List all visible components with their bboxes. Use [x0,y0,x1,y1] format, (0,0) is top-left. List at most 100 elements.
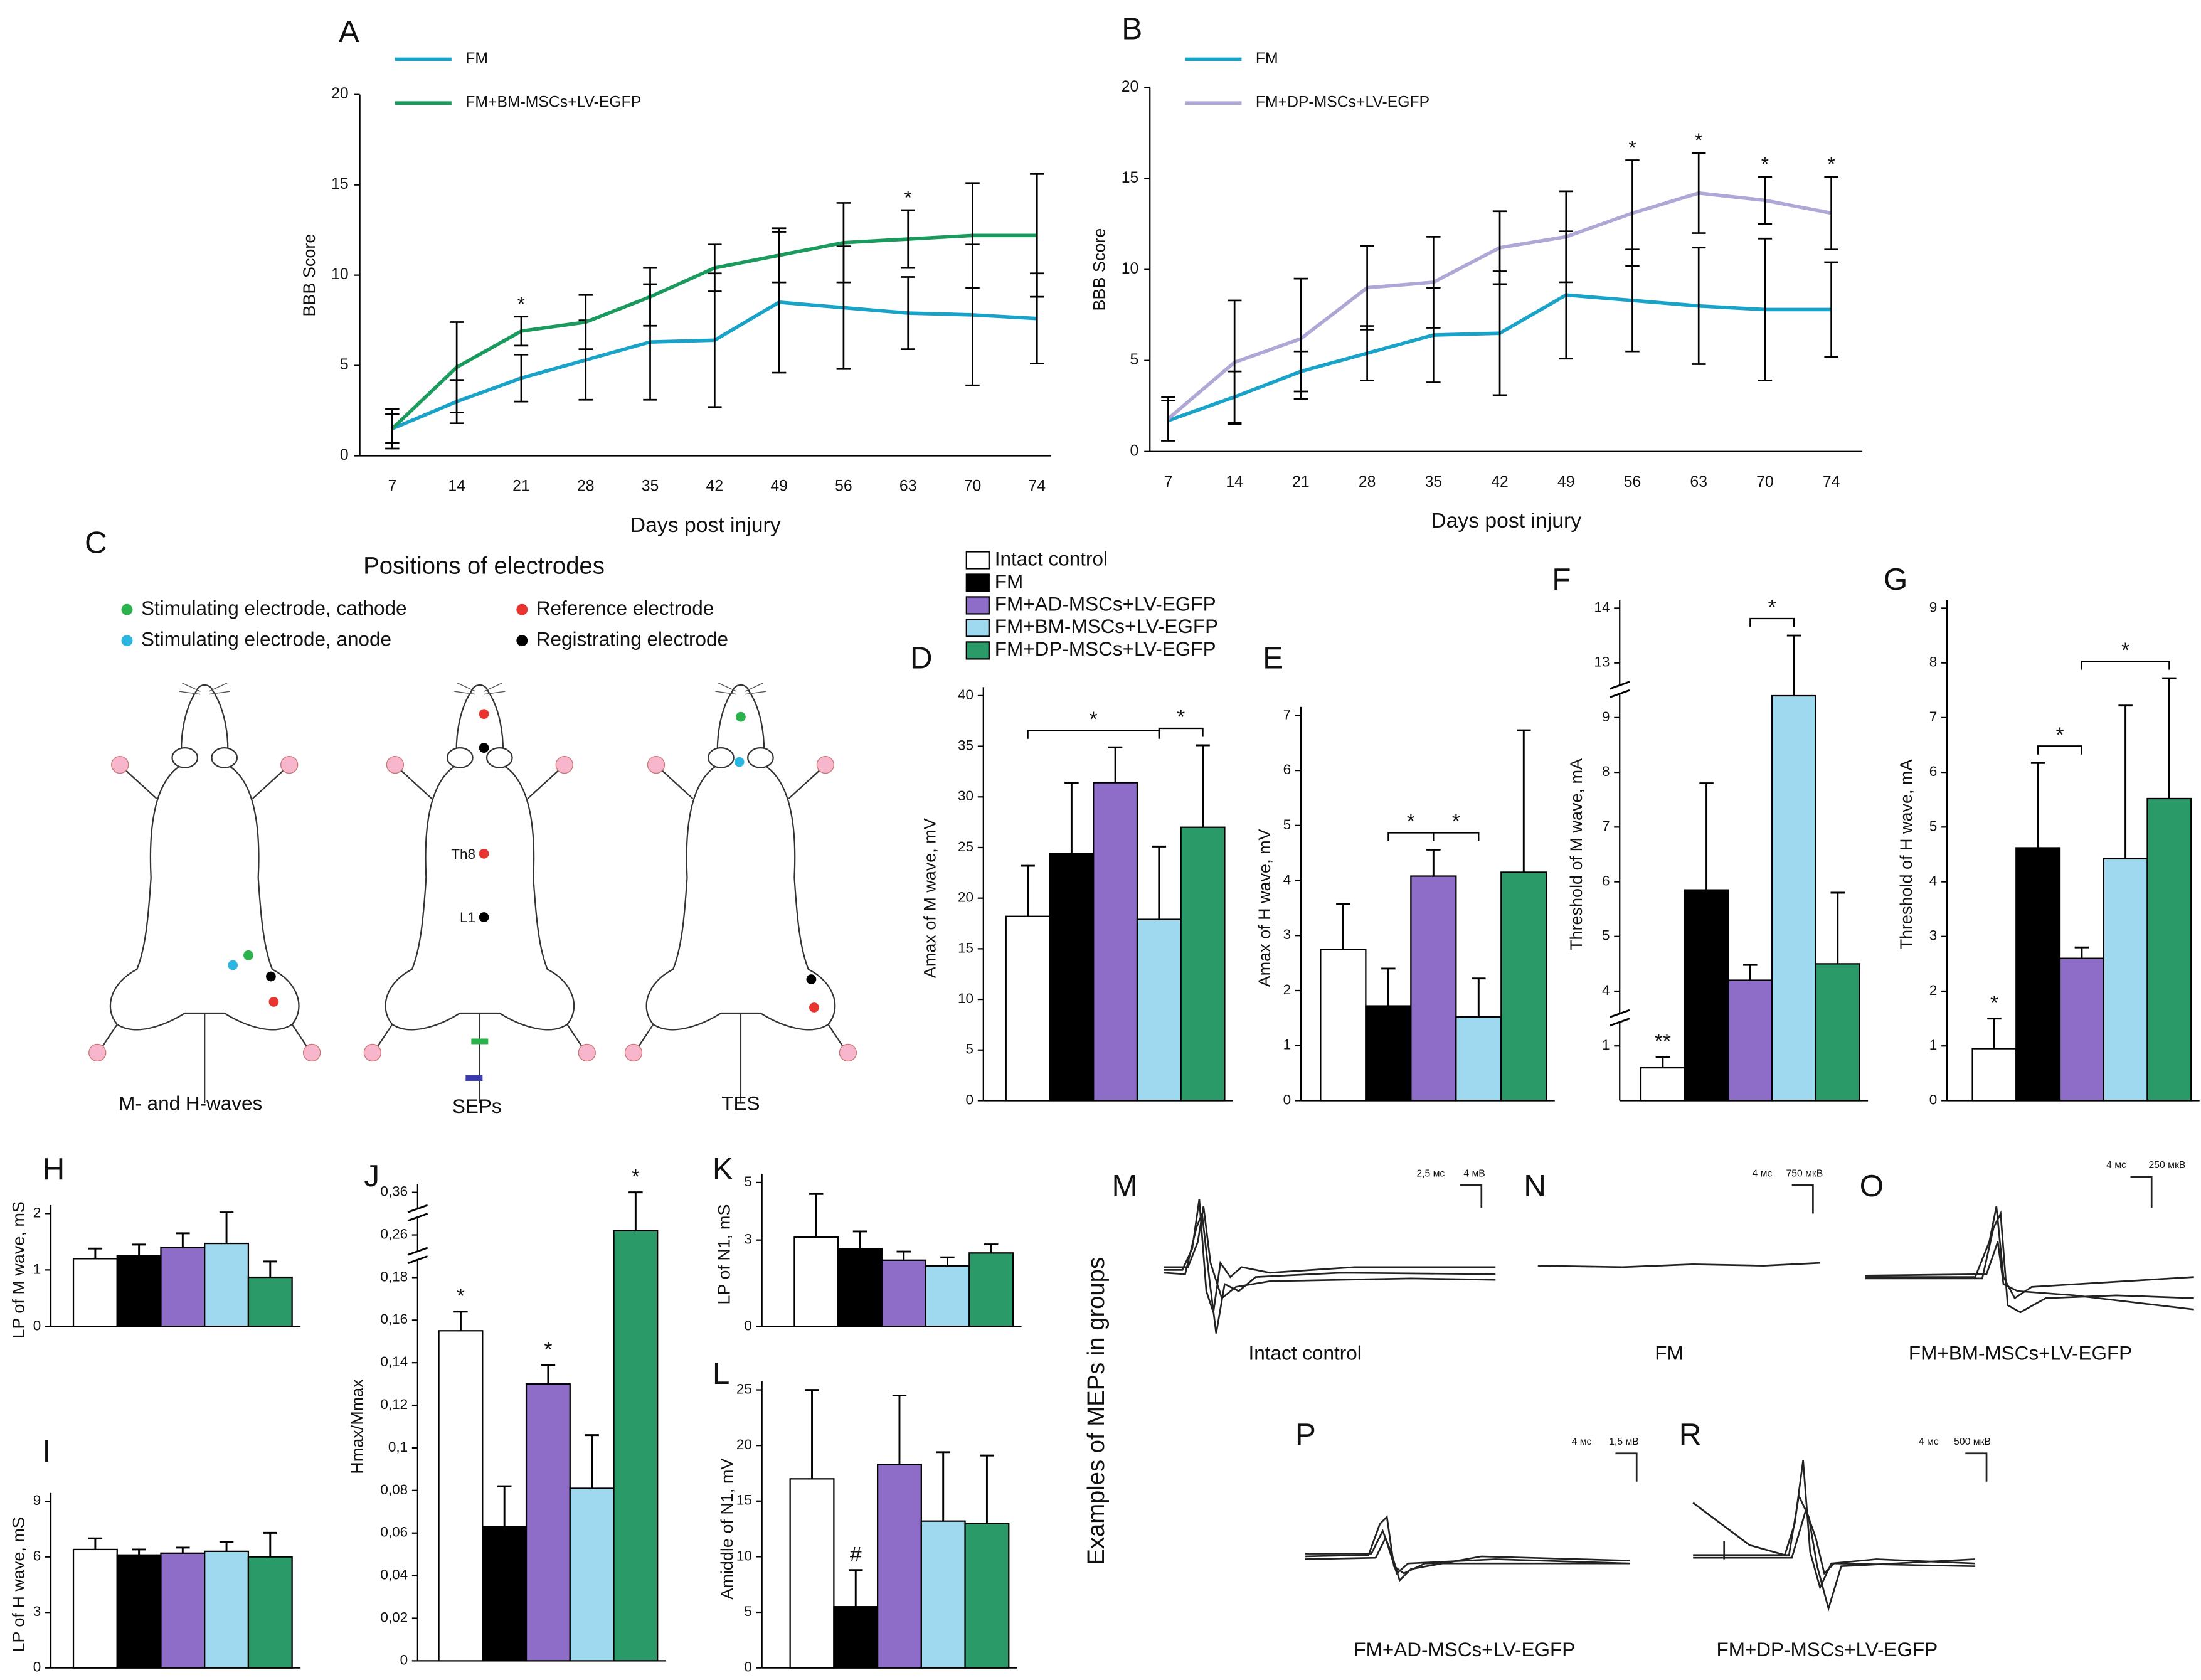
bar [2146,797,2192,1102]
x-axis-label: Days post injury [1431,509,1581,533]
scale-text: 250 мкВ [2149,1160,2186,1171]
electrode [266,971,276,982]
bracket [2081,660,2170,670]
legend-label: FM [1256,50,1278,67]
legend-label: FM [465,50,488,67]
bar-label: * [1990,991,1998,1015]
y-tick-label: 0,1 [388,1439,408,1455]
bracket-label: * [1452,810,1460,834]
y-axis-label: LP of M wave, mS [9,1201,28,1338]
rat [88,682,321,1105]
y-tick-label: 1 [1602,1037,1610,1053]
bracket-label: * [1177,705,1185,729]
error-bar [1625,159,1640,267]
error-bar [1227,299,1242,425]
error-bar [1293,277,1308,400]
bar [1455,1016,1502,1102]
bar [438,1330,484,1662]
electrode [471,1038,489,1045]
y-axis-label: BBB Score [1090,228,1109,311]
y-axis-label: BBB Score [300,234,319,317]
bar [881,1259,926,1327]
y-tick-label: 5 [1130,351,1138,368]
y-tick-label: 0,36 [380,1184,408,1199]
mep-caption: FM+BM-MSCs+LV-EGFP [1909,1342,2132,1364]
legend-dot [121,603,133,615]
error-bar [1360,245,1374,331]
y-tick-label: 5 [966,1041,974,1057]
scale-text: 4 мс [1753,1169,1773,1179]
star-label: * [1761,152,1769,175]
x-tick-label: 21 [1292,474,1310,491]
panel-letter: P [1295,1417,1316,1452]
bracket-label: * [1768,595,1776,619]
y-tick-label: 4 [1602,982,1610,998]
legend-text: Stimulating electrode, anode [141,627,391,650]
y-tick-label: 0,08 [380,1482,408,1497]
y-tick-label: 1 [1283,1037,1291,1053]
error-bar [385,408,400,450]
scale-bar [1460,1184,1483,1208]
legend-dot [516,603,528,615]
bracket-label: * [1090,707,1098,731]
y-tick-label: 0,26 [380,1226,408,1241]
y-axis-label: Amiddle of N1, mV [718,1459,736,1600]
bracket [1749,617,1795,627]
y-tick-label: 14 [1594,599,1610,615]
x-tick-label: 35 [642,478,659,495]
scale-bar [1791,1184,1814,1214]
y-tick-label: 0 [966,1092,974,1107]
x-tick-label: 56 [835,478,852,495]
y-tick-label: 5 [1602,928,1610,944]
error-bar [1824,176,1838,251]
bar-label: ** [1655,1029,1671,1053]
panel-letter: C [85,525,107,560]
bracket-label: * [1407,810,1415,834]
panel-letter: F [1552,562,1571,597]
panel-letter: K [713,1152,733,1186]
scale-text: 4 мс [1572,1437,1592,1447]
y-tick-label: 4 [1929,873,1938,888]
y-tick-label: 15 [1122,169,1139,186]
y-tick-label: 15 [736,1492,752,1508]
x-tick-label: 21 [512,478,530,495]
y-tick-label: 0 [744,1659,752,1675]
x-tick-label: 28 [1359,474,1376,491]
star-label: * [1827,152,1835,175]
x-tick-label: 14 [1226,474,1243,491]
error-bar [1758,237,1773,381]
legend-label: FM+AD-MSCs+LV-EGFP [995,592,1216,615]
bar-label: * [544,1337,552,1361]
y-tick-label: 0 [33,1317,41,1333]
error-bar [514,353,529,403]
y-tick-label: 3 [744,1231,752,1247]
y-tick-label: 0 [744,1317,752,1333]
y-tick-label: 8 [1602,763,1610,779]
bracket [2037,745,2083,755]
y-tick-label: 3 [1283,927,1291,942]
scale-bar [2130,1176,2153,1208]
electrode [479,709,489,720]
site-label: L1 [460,910,475,925]
error-bar [901,209,915,269]
bar [2059,957,2104,1102]
bar [1410,875,1457,1102]
y-tick-label: 1 [1929,1037,1938,1053]
bar [116,1255,162,1327]
electrode [268,997,279,1007]
y-tick-label: 2 [33,1204,41,1220]
error-bar [708,243,722,292]
bracket [1027,730,1160,739]
error-bar [1691,247,1706,365]
y-tick-label: 20 [958,890,973,905]
y-tick-label: 0,02 [380,1609,408,1625]
panel-letter: H [43,1152,65,1186]
x-tick-label: 42 [706,478,724,495]
axis-break [407,1247,428,1265]
axis-break [1610,1009,1630,1027]
site-label: Th8 [451,846,475,862]
y-tick-label: 0,04 [380,1567,408,1583]
error-bar [514,316,529,347]
error-bar [449,321,464,413]
